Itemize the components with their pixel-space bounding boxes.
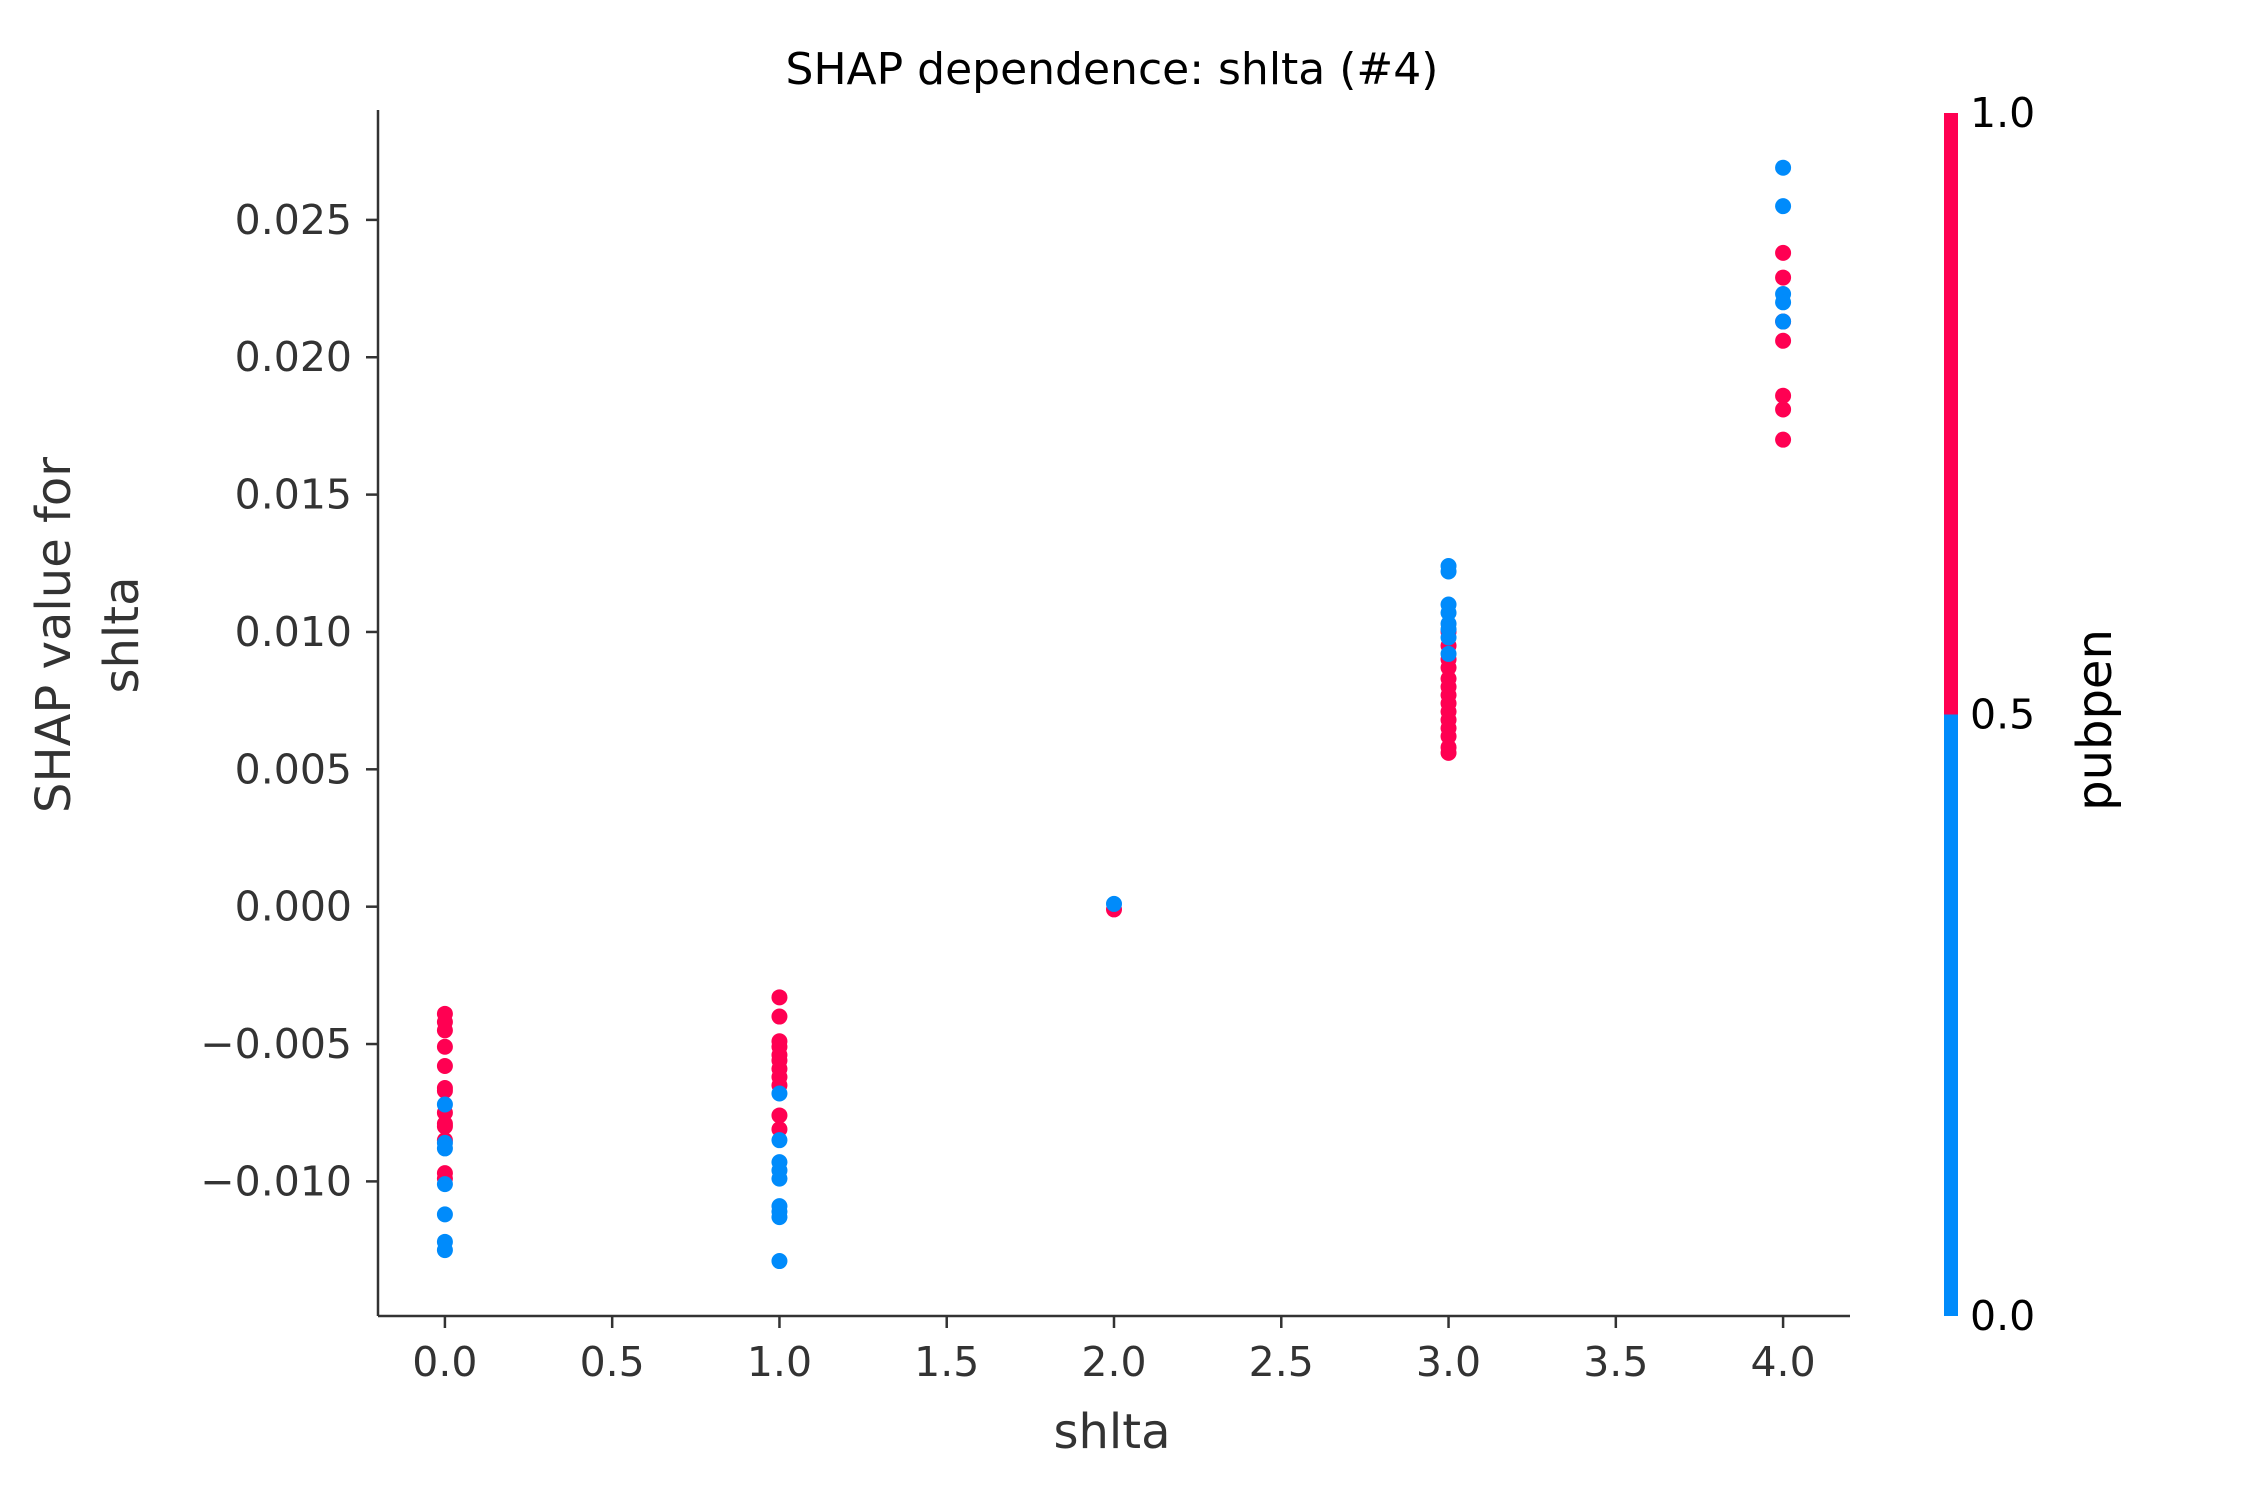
x-tick-label: 4.0 xyxy=(1750,1338,1815,1386)
scatter-point xyxy=(1775,198,1792,215)
y-axis-ticks: −0.010 −0.005 0.000 0.005 0.010 0.015 0.020 0.0… xyxy=(200,196,378,1205)
x-tick-label: 2.0 xyxy=(1081,1338,1146,1386)
scatter-point xyxy=(771,1132,788,1149)
scatter-point xyxy=(1106,895,1122,912)
scatter-point xyxy=(1775,387,1792,404)
x-tick-label: 2.5 xyxy=(1249,1338,1314,1386)
scatter-point xyxy=(436,1118,453,1135)
x-axis-ticks: 0.0 0.5 1.0 1.5 2.0 2.5 3.0 3.5 4.0 xyxy=(412,1316,1816,1386)
y-tick-label: 0.020 xyxy=(235,333,352,381)
y-tick-label: −0.005 xyxy=(200,1020,352,1068)
scatter-point xyxy=(1775,269,1792,286)
y-tick-label: 0.010 xyxy=(235,608,352,656)
scatter-point xyxy=(771,1209,788,1226)
colorbar-ticks: 0.0 0.5 1.0 xyxy=(1970,89,2035,1340)
y-tick-label: 0.015 xyxy=(235,471,352,519)
scatter-point xyxy=(1775,159,1792,176)
scatter-point xyxy=(436,1022,453,1039)
scatter-point xyxy=(436,1140,453,1157)
scatter-point xyxy=(1440,645,1457,662)
y-tick-label: 0.005 xyxy=(235,745,352,793)
scatter-point xyxy=(771,1107,788,1124)
scatter-point xyxy=(771,1170,788,1187)
scatter-point xyxy=(436,1176,453,1193)
scatter-point xyxy=(1775,294,1792,311)
x-tick-label: 0.0 xyxy=(412,1338,477,1386)
scatter-point xyxy=(436,1242,453,1259)
scatter-point xyxy=(1440,629,1457,646)
x-tick-label: 3.5 xyxy=(1583,1338,1648,1386)
colorbar-tick-label: 0.0 xyxy=(1970,1292,2035,1340)
colorbar-label: pubpen xyxy=(2067,629,2123,811)
scatter-point xyxy=(771,1121,788,1138)
scatter-point xyxy=(436,1058,453,1075)
scatter-point xyxy=(1440,670,1457,687)
scatter-point xyxy=(771,1085,788,1102)
scatter-point xyxy=(1775,244,1792,261)
y-axis-label-line1: SHAP value for xyxy=(26,457,82,813)
scatter-point xyxy=(1775,431,1792,448)
scatter-point xyxy=(1440,563,1457,580)
colorbar xyxy=(1944,113,1958,1316)
x-tick-label: 1.5 xyxy=(914,1338,979,1386)
scatter-point xyxy=(1440,604,1457,621)
y-tick-label: 0.025 xyxy=(235,196,352,244)
scatter-point xyxy=(436,1206,453,1223)
scatter-point xyxy=(1775,313,1792,330)
scatter-point xyxy=(436,1038,453,1055)
scatter-point xyxy=(771,989,788,1006)
chart-title: SHAP dependence: shlta (#4) xyxy=(786,44,1439,95)
x-tick-label: 1.0 xyxy=(747,1338,812,1386)
x-axis-label: shlta xyxy=(1054,1404,1171,1460)
y-tick-label: 0.000 xyxy=(235,883,352,931)
y-axis-label-line2: shlta xyxy=(94,577,150,694)
x-tick-label: 3.0 xyxy=(1416,1338,1481,1386)
y-tick-label: −0.010 xyxy=(200,1157,352,1205)
scatter-point xyxy=(771,1253,788,1270)
scatter-point xyxy=(771,1008,788,1025)
scatter-point xyxy=(1440,739,1457,756)
colorbar-tick-label: 1.0 xyxy=(1970,89,2035,137)
colorbar-tick-label: 0.5 xyxy=(1970,691,2035,739)
scatter-point xyxy=(1775,332,1792,349)
scatter-point xyxy=(436,1082,453,1099)
scatter-points xyxy=(436,159,1792,1270)
scatter-point xyxy=(1775,401,1792,418)
scatter-point xyxy=(436,1096,453,1113)
x-tick-label: 0.5 xyxy=(580,1338,645,1386)
